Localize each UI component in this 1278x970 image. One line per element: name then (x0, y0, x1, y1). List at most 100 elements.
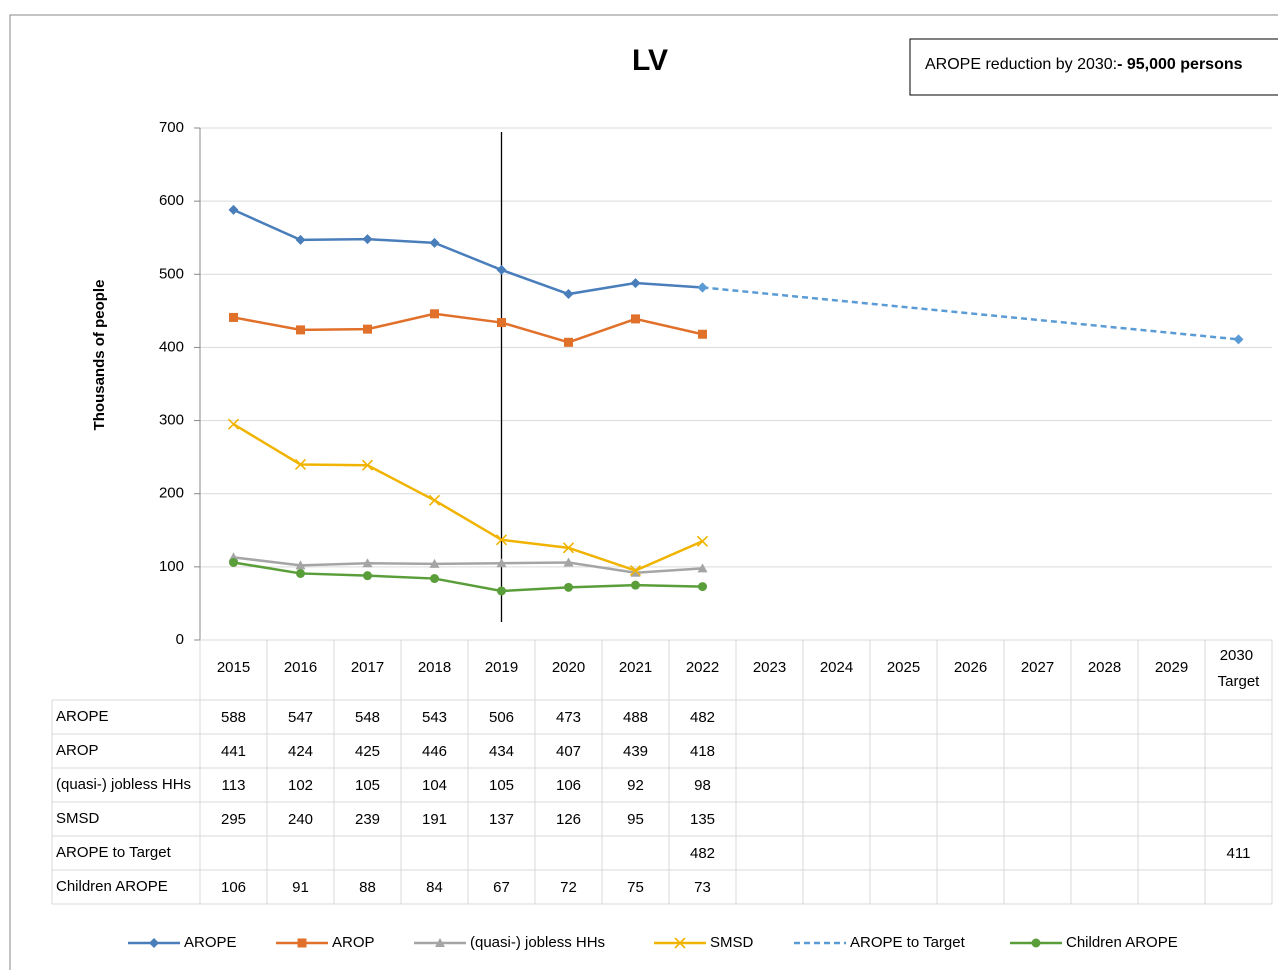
marker (295, 234, 306, 245)
marker (697, 563, 708, 573)
table-cell: 439 (623, 743, 648, 760)
table-cell: 418 (690, 743, 715, 760)
table-cell: 98 (694, 777, 711, 794)
marker (429, 237, 440, 248)
legend-marker (1031, 938, 1041, 948)
marker (227, 418, 240, 430)
table-cell: 72 (560, 879, 577, 896)
table-cell: 240 (288, 811, 313, 828)
legend-marker (149, 938, 159, 948)
annotation-highlight: - 95,000 persons (1117, 56, 1243, 73)
marker (497, 318, 506, 328)
series-line (232, 423, 704, 572)
legend-label: AROP (332, 934, 375, 951)
legend-label: AROPE (184, 934, 237, 951)
y-axis-label: Thousands of people (91, 280, 108, 431)
table-cell: 91 (292, 879, 309, 896)
table-cell: 92 (627, 777, 644, 794)
table-cell: 67 (493, 879, 510, 896)
table-cell: 482 (690, 709, 715, 726)
marker (631, 580, 640, 590)
table-cell: 137 (489, 811, 514, 828)
marker (228, 204, 239, 215)
marker (296, 568, 305, 578)
marker (363, 571, 372, 581)
legend-label: (quasi-) jobless HHs (470, 934, 605, 951)
table-cell: 191 (422, 811, 447, 828)
table-cell: 106 (221, 879, 246, 896)
table-cell: 73 (694, 879, 711, 896)
table-row-label: (quasi-) jobless HHs (56, 776, 191, 793)
annotation-box (909, 38, 1278, 96)
table-cell: 135 (690, 811, 715, 828)
table-cell: 105 (489, 777, 514, 794)
table-row-label: AROP (56, 742, 99, 759)
legend-label: AROPE to Target (850, 934, 966, 951)
marker (361, 459, 374, 471)
table-cell: 543 (422, 709, 447, 726)
x-tick-label: 2027 (1021, 659, 1054, 676)
y-tick-label: 100 (159, 558, 184, 575)
y-tick-label: 700 (159, 119, 184, 136)
marker (562, 542, 575, 554)
table-cell: 588 (221, 709, 246, 726)
table-cell: 126 (556, 811, 581, 828)
table-cell: 488 (623, 709, 648, 726)
legend-marker (435, 938, 445, 947)
marker (564, 337, 573, 347)
marker (362, 558, 373, 568)
marker (631, 314, 640, 324)
series-line (233, 312, 703, 344)
table-cell: 113 (222, 777, 246, 794)
x-tick-label: 2030 Target (1218, 647, 1261, 690)
marker (563, 289, 574, 300)
marker (430, 574, 439, 584)
x-tick-label: 2017 (351, 659, 384, 676)
x-tick-label: 2018 (418, 659, 451, 676)
marker (362, 234, 373, 245)
x-tick-label: 2026 (954, 659, 987, 676)
x-tick-label: 2023 (753, 659, 786, 676)
marker (495, 534, 508, 546)
table-row-label: SMSD (56, 810, 100, 827)
table-cell: 239 (355, 811, 380, 828)
x-tick-label: 2029 (1155, 659, 1188, 676)
x-tick-label: 2019 (485, 659, 518, 676)
marker (1233, 334, 1244, 345)
chart-border (9, 14, 1278, 970)
table-cell: 441 (221, 743, 246, 760)
x-tick-label: 2022 (686, 659, 719, 676)
annotation: AROPE reduction by 2030:- 95,000 persons (925, 56, 1243, 73)
legend-label: SMSD (710, 934, 754, 951)
x-tick-label: 2025 (887, 659, 920, 676)
marker (229, 557, 238, 567)
marker (294, 458, 307, 471)
marker (496, 558, 507, 568)
marker (696, 535, 709, 547)
table-cell: 75 (627, 879, 644, 896)
table-cell: 84 (426, 879, 443, 896)
marker (428, 494, 441, 506)
x-tick-label: 2020 (552, 659, 585, 676)
table-cell: 482 (690, 845, 715, 862)
y-tick-label: 400 (159, 338, 184, 355)
series-line (233, 561, 703, 593)
marker (295, 560, 306, 570)
table-cell: 295 (221, 811, 246, 828)
table-cell: 407 (556, 743, 581, 760)
table-cell: 548 (355, 709, 380, 726)
marker (497, 586, 506, 596)
marker (563, 557, 574, 567)
table-cell: 95 (627, 811, 644, 828)
table-cell: 547 (288, 709, 313, 726)
y-tick-label: 500 (159, 265, 184, 282)
x-tick-label: 2028 (1088, 659, 1121, 676)
marker (564, 582, 573, 592)
marker (363, 324, 372, 334)
table-cell: 446 (422, 743, 447, 760)
table-cell: 424 (288, 743, 313, 760)
legend-marker (297, 938, 307, 948)
y-tick-label: 600 (159, 192, 184, 209)
x-tick-label: 2021 (619, 659, 652, 676)
